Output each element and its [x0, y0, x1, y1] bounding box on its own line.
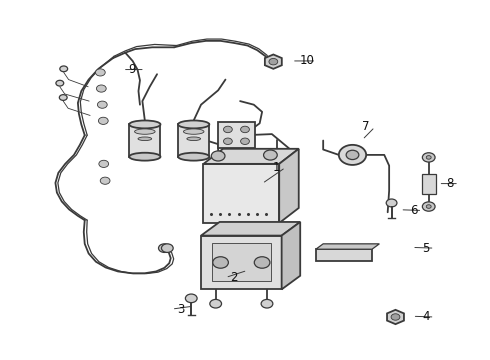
Text: 5: 5 [422, 242, 429, 255]
Ellipse shape [129, 153, 160, 161]
Bar [422, 174, 436, 194]
Bar [178, 125, 209, 157]
Bar [218, 122, 255, 148]
Circle shape [59, 95, 67, 100]
Circle shape [223, 126, 232, 133]
Ellipse shape [138, 137, 152, 140]
Polygon shape [265, 54, 282, 69]
Circle shape [426, 205, 431, 208]
Polygon shape [387, 310, 404, 324]
Circle shape [185, 294, 197, 303]
Text: 4: 4 [422, 310, 430, 324]
Text: 1: 1 [273, 161, 280, 174]
Circle shape [254, 257, 270, 268]
Circle shape [241, 138, 249, 144]
Circle shape [56, 80, 64, 86]
Circle shape [339, 145, 366, 165]
Polygon shape [201, 222, 300, 235]
Circle shape [426, 156, 431, 159]
Polygon shape [282, 222, 300, 289]
Circle shape [97, 85, 106, 92]
Ellipse shape [178, 153, 209, 161]
Circle shape [264, 150, 277, 160]
Circle shape [391, 314, 400, 320]
Polygon shape [203, 149, 299, 164]
Circle shape [98, 101, 107, 108]
Ellipse shape [187, 137, 200, 140]
Ellipse shape [135, 129, 155, 134]
Circle shape [98, 117, 108, 125]
Polygon shape [212, 243, 271, 282]
Circle shape [159, 244, 170, 252]
Circle shape [346, 150, 359, 159]
Bar [129, 125, 160, 157]
Circle shape [210, 300, 221, 308]
Text: 3: 3 [177, 303, 184, 316]
Polygon shape [316, 249, 372, 261]
Circle shape [422, 202, 435, 211]
Ellipse shape [178, 121, 209, 129]
Polygon shape [201, 235, 282, 289]
Circle shape [223, 138, 232, 144]
Circle shape [422, 153, 435, 162]
Circle shape [60, 66, 68, 72]
Text: 10: 10 [300, 54, 315, 67]
Polygon shape [279, 149, 299, 223]
Circle shape [100, 177, 110, 184]
Text: 8: 8 [446, 177, 454, 190]
Circle shape [241, 126, 249, 133]
Ellipse shape [183, 129, 204, 134]
Polygon shape [316, 244, 379, 249]
Circle shape [386, 199, 397, 207]
Text: 7: 7 [363, 121, 370, 134]
Circle shape [269, 58, 278, 65]
Circle shape [261, 300, 273, 308]
Circle shape [99, 160, 109, 167]
Polygon shape [203, 164, 279, 223]
Ellipse shape [129, 121, 160, 129]
Circle shape [213, 257, 228, 268]
Text: 6: 6 [410, 204, 417, 217]
Text: 2: 2 [230, 271, 238, 284]
Circle shape [161, 244, 173, 252]
Circle shape [96, 69, 105, 76]
Circle shape [211, 151, 225, 161]
Text: 9: 9 [128, 63, 135, 76]
